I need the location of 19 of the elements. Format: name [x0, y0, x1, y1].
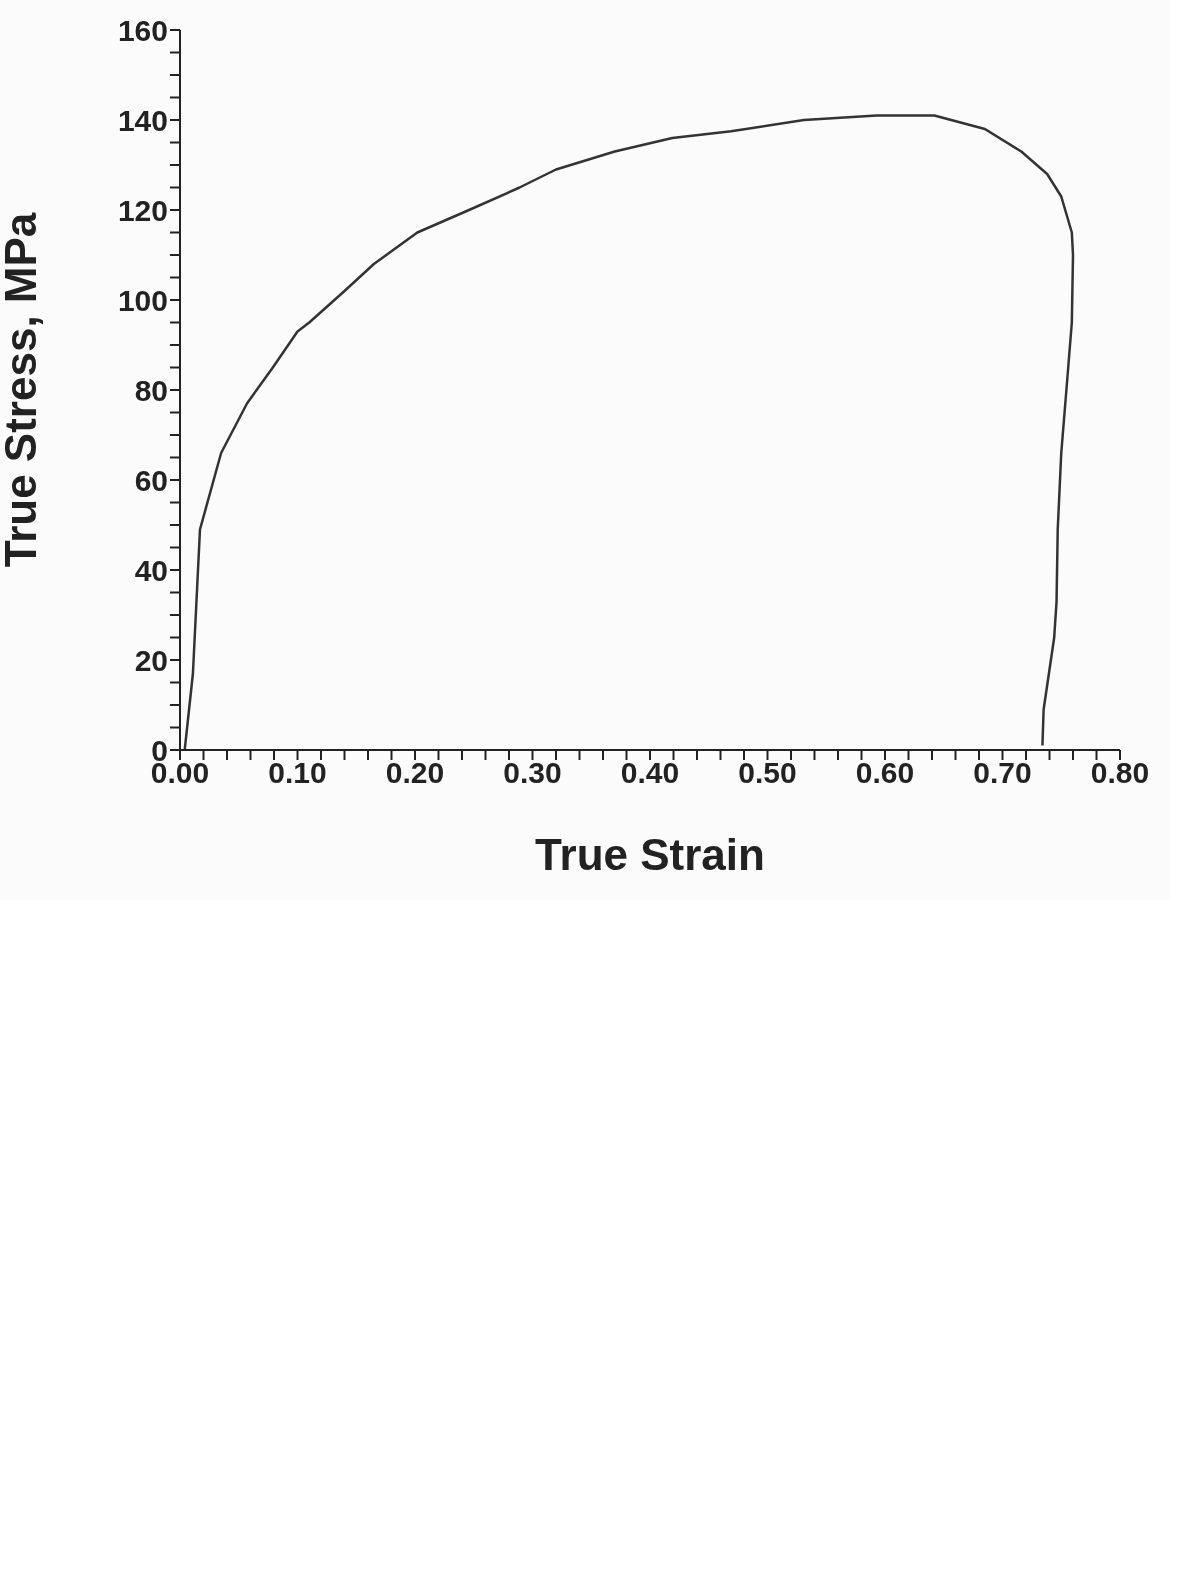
x-tick-label: 0.70: [973, 756, 1032, 790]
y-tick-label: 20: [134, 643, 168, 677]
y-tick-label: 120: [117, 193, 168, 227]
x-tick-label: 0.20: [385, 756, 445, 790]
x-tick-label: 0.80: [1090, 756, 1150, 790]
y-tick-label: 80: [134, 373, 168, 407]
x-tick-label: 0.50: [738, 756, 797, 790]
y-tick-label: 60: [134, 463, 168, 497]
line-series: [183, 114, 1075, 750]
x-tick-label: 0.10: [268, 756, 327, 790]
y-tick-label: 100: [117, 283, 168, 317]
x-axis-title: True Strain: [535, 830, 765, 879]
x-tick-label: 0.30: [503, 756, 562, 790]
y-axis-title: True Stress, MPa: [0, 212, 45, 568]
x-tick-label: 0.40: [620, 756, 680, 790]
y-tick-label: 140: [117, 103, 168, 137]
y-tick-label: 40: [134, 553, 168, 587]
x-tick-label: 0.60: [855, 756, 915, 790]
y-tick-label: 160: [117, 13, 168, 47]
